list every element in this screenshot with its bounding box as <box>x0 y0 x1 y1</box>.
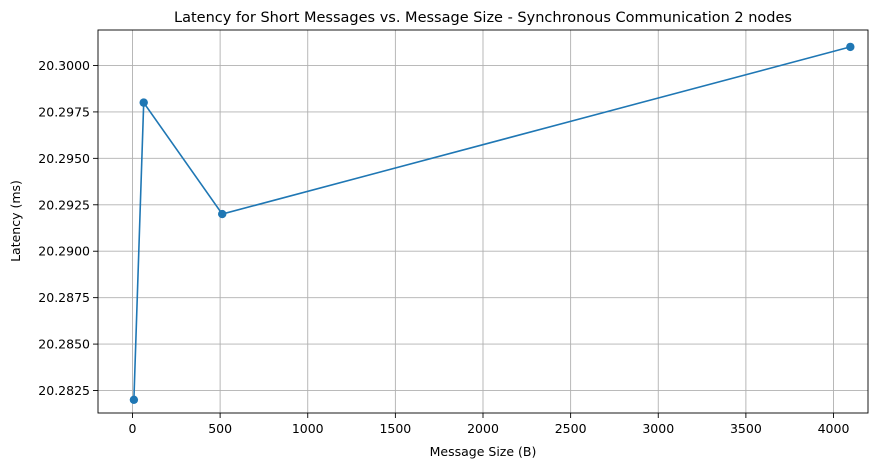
x-tick-label: 4000 <box>818 421 850 436</box>
y-axis-ticks: 20.2825 20.2850 20.2875 20.2900 20.2925 20.29… <box>38 58 98 398</box>
x-tick-label: 1000 <box>292 421 324 436</box>
data-point <box>218 209 227 219</box>
x-tick-label: 2500 <box>555 421 587 436</box>
y-tick-label: 20.2875 <box>38 290 90 305</box>
x-tick-label: 500 <box>208 421 232 436</box>
y-tick-label: 20.2900 <box>38 244 90 259</box>
x-axis-label: Message Size (B) <box>430 444 537 459</box>
x-tick-label: 2000 <box>467 421 499 436</box>
y-tick-label: 20.2925 <box>38 197 90 212</box>
data-point <box>129 395 139 405</box>
y-axis-label: Latency (ms) <box>8 180 23 262</box>
x-tick-label: 1500 <box>379 421 411 436</box>
x-tick-label: 0 <box>129 421 137 436</box>
data-point <box>139 98 148 107</box>
x-axis-ticks: 0 500 1000 1500 2000 2500 3000 3500 4000 <box>129 413 850 436</box>
data-point <box>846 42 855 52</box>
series-line <box>133 46 851 400</box>
gridlines <box>98 30 868 413</box>
series-line-path <box>133 46 851 400</box>
y-tick-label: 20.3000 <box>38 58 90 73</box>
chart-title: Latency for Short Messages vs. Message S… <box>174 10 792 26</box>
y-tick-label: 20.2825 <box>38 383 90 398</box>
x-tick-label: 3500 <box>730 421 762 436</box>
y-tick-label: 20.2850 <box>38 337 90 352</box>
x-tick-label: 3000 <box>642 421 674 436</box>
y-tick-label: 20.2975 <box>38 104 90 119</box>
y-tick-label: 20.2950 <box>38 151 90 166</box>
data-points <box>129 42 855 405</box>
